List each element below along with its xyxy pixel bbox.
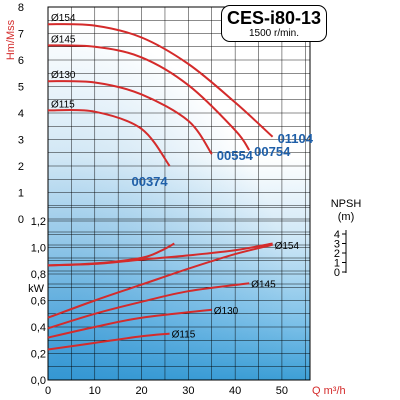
npsh-curve [47,242,175,267]
head-tick-label: 5 [18,82,24,94]
power-tick-label: 0,2 [31,349,46,361]
head-axis-label: Hm/Mss [5,19,17,60]
head-curve [47,108,171,167]
npsh-axis-unit: (m) [338,211,355,223]
head-curve-diameter-label: Ø154 [51,13,76,24]
npsh-tick-label: 3 [334,239,340,251]
npsh-tick-label: 0 [334,267,340,279]
power-tick-label: 0,4 [31,322,46,334]
power-curve [47,243,273,319]
head-curve-model-label: 00754 [254,144,291,159]
head-curve [47,23,274,138]
head-curve-diameter-label: Ø130 [51,70,76,81]
power-tick-label: 1,2 [31,216,46,228]
power-tick-label: 0,6 [31,296,46,308]
head-curve-model-label: 01104 [278,131,314,146]
x-tick-label: 10 [89,385,101,397]
x-tick-label: 20 [135,385,147,397]
head-curve-diameter-label: Ø145 [51,34,76,45]
plot-background-glow [48,7,310,380]
npsh-tick-label: 4 [334,229,340,241]
power-curve-diameter-label: Ø154 [275,241,300,252]
power-curve [47,282,250,330]
npsh-axis-label: NPSH [331,198,362,210]
power-curve [47,308,212,339]
power-tick-label: 1,0 [31,243,46,255]
curves [47,23,274,351]
power-curve-diameter-label: Ø115 [172,330,196,341]
labels: 876543210Hm/MssØ15401104Ø14500754Ø130005… [5,2,361,397]
power-tick-label: 0,8 [31,269,46,281]
x-axis-label: Q m³/h [312,385,346,397]
x-tick-label: 40 [229,385,241,397]
power-curve-diameter-label: Ø145 [251,279,276,290]
x-tick-label: 30 [182,385,194,397]
title-box: CES-i80-13 1500 r/min. [221,5,327,42]
power-curve-diameter-label: Ø130 [214,306,239,317]
head-curve-model-label: 00554 [217,148,254,163]
head-tick-label: 3 [18,135,24,147]
plot-border [47,6,311,381]
head-tick-label: 7 [18,29,24,41]
head-tick-label: 6 [18,55,24,67]
power-curve [47,332,170,351]
x-tick-label: 50 [276,385,288,397]
head-curve-diameter-label: Ø115 [51,99,75,110]
grid [47,6,347,381]
npsh-tick-label: 2 [334,248,340,260]
npsh-tick-label: 1 [334,258,340,270]
chart-title: CES-i80-13 [226,8,322,28]
chart-speed: 1500 r/min. [248,28,300,39]
head-tick-label: 4 [18,108,24,120]
x-tick-label: 0 [45,385,51,397]
head-curve [47,44,251,151]
head-tick-label: 1 [18,188,24,200]
head-curve-model-label: 00374 [131,174,168,189]
head-tick-label: 2 [18,161,24,173]
head-tick-label: 0 [18,214,24,226]
head-tick-label: 8 [18,2,24,14]
head-curve [47,80,213,155]
power-tick-label: 0,0 [31,375,46,387]
power-axis-label: kW [28,283,45,295]
